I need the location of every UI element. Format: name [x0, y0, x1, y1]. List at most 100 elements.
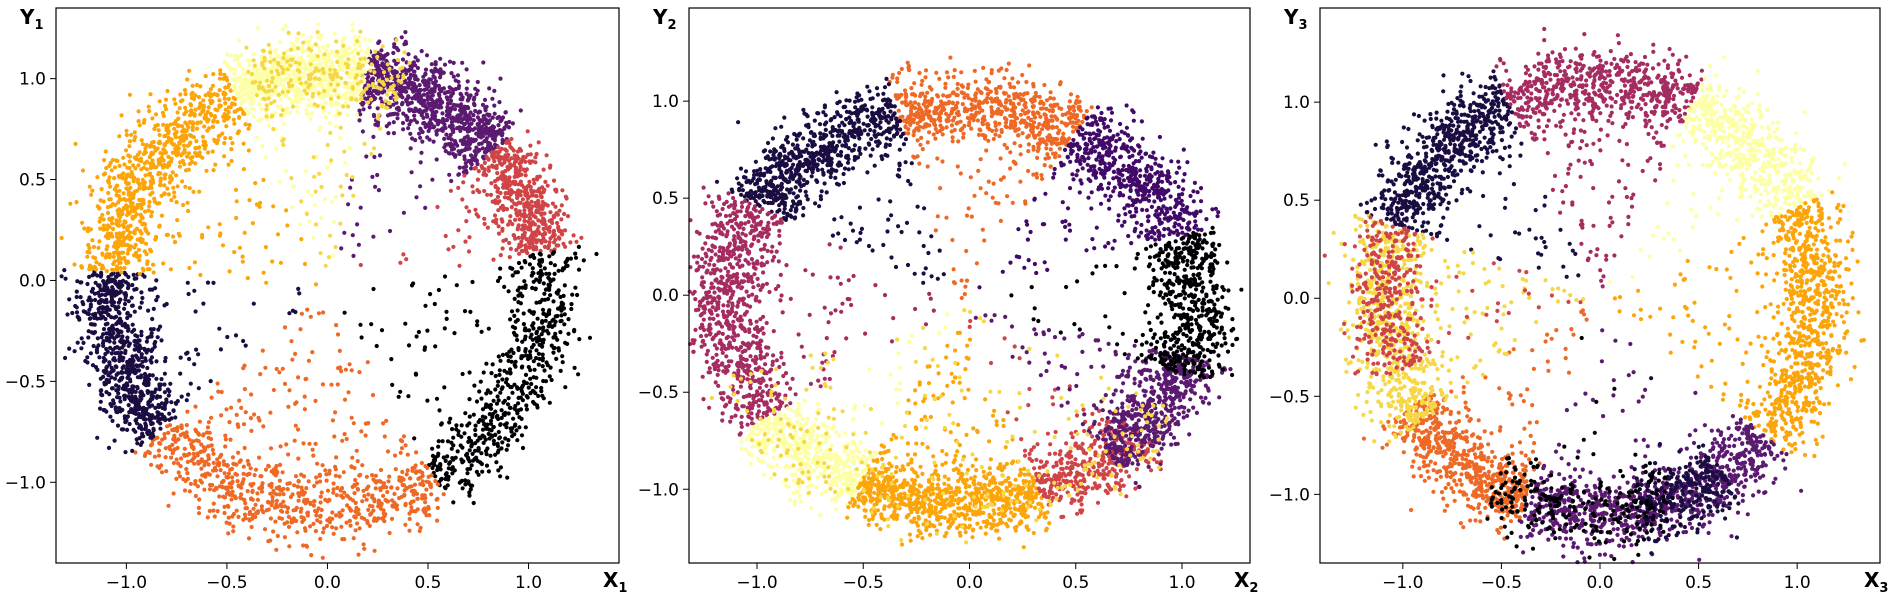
- data-point: [130, 329, 135, 334]
- data-point: [122, 162, 127, 167]
- data-point: [466, 249, 472, 254]
- data-point: [180, 129, 185, 134]
- data-point: [512, 432, 517, 437]
- data-point: [156, 419, 161, 424]
- data-point: [308, 116, 313, 121]
- data-point: [243, 98, 248, 103]
- data-point: [110, 157, 115, 163]
- data-point: [170, 449, 176, 455]
- data-point: [232, 121, 237, 126]
- data-point: [110, 369, 115, 374]
- data-point: [498, 76, 503, 81]
- data-point: [539, 238, 544, 244]
- data-point: [520, 197, 526, 202]
- data-point: [453, 118, 458, 123]
- data-point: [125, 251, 130, 256]
- data-point: [167, 411, 172, 416]
- data-point: [507, 219, 512, 224]
- data-point: [185, 280, 190, 285]
- data-point: [317, 48, 322, 54]
- data-point: [316, 45, 321, 50]
- data-point: [108, 345, 113, 350]
- data-point: [85, 311, 90, 316]
- data-point: [337, 474, 342, 479]
- data-point: [453, 78, 458, 83]
- data-point: [557, 208, 562, 213]
- data-point: [132, 371, 138, 376]
- data-point: [197, 497, 202, 502]
- data-point: [215, 119, 220, 124]
- data-point: [450, 471, 455, 476]
- data-point: [185, 471, 190, 476]
- data-point: [448, 144, 453, 149]
- data-point: [311, 521, 316, 527]
- data-point: [158, 426, 163, 431]
- data-point: [241, 497, 246, 502]
- data-point: [467, 128, 472, 133]
- data-point: [446, 151, 451, 156]
- data-point: [139, 329, 144, 334]
- data-point: [162, 172, 167, 178]
- data-point: [112, 315, 117, 320]
- data-point: [109, 386, 115, 391]
- data-point: [179, 153, 184, 158]
- data-point: [554, 211, 559, 216]
- data-point: [243, 501, 248, 506]
- data-point: [305, 189, 310, 194]
- data-point: [185, 459, 190, 464]
- data-point: [232, 109, 237, 114]
- data-point: [494, 460, 499, 465]
- data-point: [136, 406, 142, 412]
- data-point: [207, 487, 213, 492]
- data-point: [215, 457, 220, 462]
- data-point: [540, 307, 546, 312]
- data-point: [329, 382, 334, 387]
- data-point: [175, 445, 180, 451]
- data-point: [87, 184, 92, 189]
- data-point: [494, 166, 499, 171]
- data-point: [506, 177, 511, 182]
- data-point: [350, 28, 355, 33]
- data-point: [353, 528, 358, 533]
- data-point: [558, 368, 563, 373]
- data-point: [449, 105, 454, 110]
- data-point: [143, 427, 148, 432]
- data-point: [518, 193, 523, 198]
- data-point: [474, 92, 479, 97]
- data-point: [160, 110, 165, 115]
- data-point: [531, 177, 536, 182]
- data-point: [278, 260, 283, 265]
- data-point: [405, 452, 410, 457]
- data-point: [553, 319, 558, 324]
- data-point: [135, 441, 140, 446]
- data-point: [492, 142, 498, 147]
- data-point: [198, 120, 203, 125]
- data-point: [464, 219, 469, 224]
- data-point: [129, 367, 134, 372]
- data-point: [147, 204, 152, 209]
- data-point: [156, 448, 161, 453]
- data-point: [101, 369, 106, 374]
- data-point: [123, 348, 128, 353]
- point-group-6: [59, 68, 319, 287]
- data-point: [152, 196, 157, 201]
- data-point: [481, 440, 486, 445]
- data-point: [415, 496, 420, 501]
- data-point: [498, 390, 503, 395]
- data-point: [110, 303, 115, 308]
- data-point: [158, 394, 163, 399]
- data-point: [147, 155, 152, 160]
- data-point: [524, 237, 529, 242]
- data-point: [433, 455, 438, 460]
- data-point: [192, 455, 197, 460]
- data-point: [529, 310, 534, 315]
- data-point: [197, 419, 202, 424]
- data-point: [87, 274, 92, 279]
- data-point: [490, 163, 495, 168]
- point-group-1: [339, 29, 523, 258]
- data-point: [493, 179, 498, 184]
- data-point: [137, 123, 142, 128]
- data-point: [559, 217, 564, 222]
- data-point: [139, 206, 144, 211]
- data-point: [419, 49, 424, 54]
